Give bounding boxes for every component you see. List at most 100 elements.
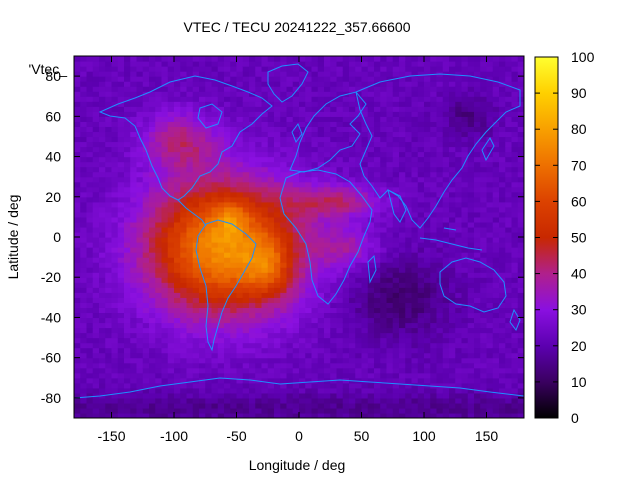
heatmap-cell — [280, 171, 288, 178]
heatmap-cell — [217, 226, 225, 233]
heatmap-cell — [86, 191, 94, 198]
heatmap-cell — [486, 141, 494, 148]
heatmap-cell — [455, 292, 463, 298]
heatmap-cell — [417, 367, 425, 374]
heatmap-cell — [467, 362, 475, 369]
heatmap-cell — [499, 382, 506, 389]
heatmap-cell — [92, 86, 100, 92]
heatmap-cell — [399, 257, 406, 263]
heatmap-cell — [105, 61, 113, 67]
heatmap-cell — [292, 252, 300, 258]
heatmap-cell — [492, 337, 500, 344]
heatmap-cell — [317, 136, 325, 143]
heatmap-cell — [442, 367, 450, 374]
heatmap-cell — [324, 342, 331, 349]
heatmap-cell — [174, 322, 181, 329]
heatmap-cell — [292, 412, 300, 418]
heatmap-cell — [392, 181, 400, 188]
heatmap-cell — [111, 377, 119, 384]
heatmap-cell — [399, 176, 406, 183]
heatmap-cell — [111, 412, 119, 418]
heatmap-cell — [449, 387, 456, 394]
heatmap-cell — [274, 161, 281, 168]
heatmap-cell — [336, 397, 344, 404]
heatmap-cell — [80, 101, 88, 107]
heatmap-cell — [192, 196, 200, 203]
heatmap-cell — [149, 161, 156, 168]
heatmap-cell — [99, 86, 106, 92]
heatmap-cell — [99, 61, 106, 67]
heatmap-cell — [261, 277, 269, 283]
heatmap-cell — [392, 247, 400, 253]
heatmap-cell — [224, 161, 231, 168]
heatmap-cell — [330, 322, 338, 329]
heatmap-cell — [367, 377, 375, 384]
heatmap-cell — [436, 352, 444, 359]
heatmap-cell — [205, 101, 213, 107]
heatmap-cell — [311, 392, 319, 399]
heatmap-cell — [305, 337, 313, 344]
heatmap-cell — [274, 302, 281, 308]
heatmap-cell — [399, 146, 406, 153]
heatmap-cell — [292, 76, 300, 82]
heatmap-cell — [474, 66, 481, 72]
heatmap-cell — [449, 317, 456, 324]
heatmap-cell — [336, 206, 344, 213]
heatmap-cell — [442, 161, 450, 168]
heatmap-cell — [74, 101, 81, 107]
heatmap-cell — [430, 377, 438, 384]
heatmap-cell — [442, 176, 450, 183]
heatmap-cell — [186, 242, 194, 248]
heatmap-cell — [374, 151, 381, 158]
heatmap-cell — [474, 347, 481, 354]
heatmap-cell — [380, 116, 388, 122]
heatmap-cell — [242, 131, 250, 138]
heatmap-cell — [455, 91, 463, 97]
heatmap-cell — [286, 111, 294, 117]
heatmap-cell — [336, 252, 344, 258]
heatmap-cell — [411, 322, 419, 329]
heatmap-cell — [299, 277, 306, 283]
heatmap-cell — [167, 402, 175, 409]
heatmap-cell — [405, 61, 413, 67]
heatmap-cell — [186, 377, 194, 384]
heatmap-cell — [230, 231, 238, 238]
heatmap-cell — [342, 201, 350, 208]
heatmap-cell — [380, 201, 388, 208]
heatmap-cell — [317, 362, 325, 369]
heatmap-cell — [192, 101, 200, 107]
heatmap-cell — [186, 277, 194, 283]
heatmap-cell — [424, 267, 431, 273]
heatmap-cell — [480, 91, 488, 97]
heatmap-cell — [411, 267, 419, 273]
heatmap-cell — [236, 352, 244, 359]
heatmap-cell — [105, 201, 113, 208]
heatmap-cell — [299, 161, 306, 168]
heatmap-cell — [299, 206, 306, 213]
heatmap-cell — [274, 287, 281, 293]
heatmap-cell — [80, 322, 88, 329]
heatmap-cell — [430, 176, 438, 183]
heatmap-cell — [242, 282, 250, 288]
heatmap-cell — [261, 292, 269, 298]
heatmap-cell — [249, 196, 256, 203]
heatmap-cell — [74, 337, 81, 344]
heatmap-cell — [461, 307, 469, 314]
heatmap-cell — [330, 61, 338, 67]
heatmap-cell — [405, 367, 413, 374]
heatmap-cell — [230, 252, 238, 258]
heatmap-cell — [186, 252, 194, 258]
heatmap-cell — [92, 257, 100, 263]
heatmap-cell — [186, 181, 194, 188]
heatmap-cell — [280, 126, 288, 133]
heatmap-cell — [155, 151, 163, 158]
heatmap-cell — [267, 237, 275, 243]
heatmap-cell — [399, 91, 406, 97]
heatmap-cell — [224, 292, 231, 298]
heatmap-cell — [167, 302, 175, 308]
heatmap-cell — [80, 206, 88, 213]
heatmap-cell — [342, 322, 350, 329]
heatmap-cell — [192, 146, 200, 153]
heatmap-cell — [442, 226, 450, 233]
heatmap-cell — [392, 176, 400, 183]
